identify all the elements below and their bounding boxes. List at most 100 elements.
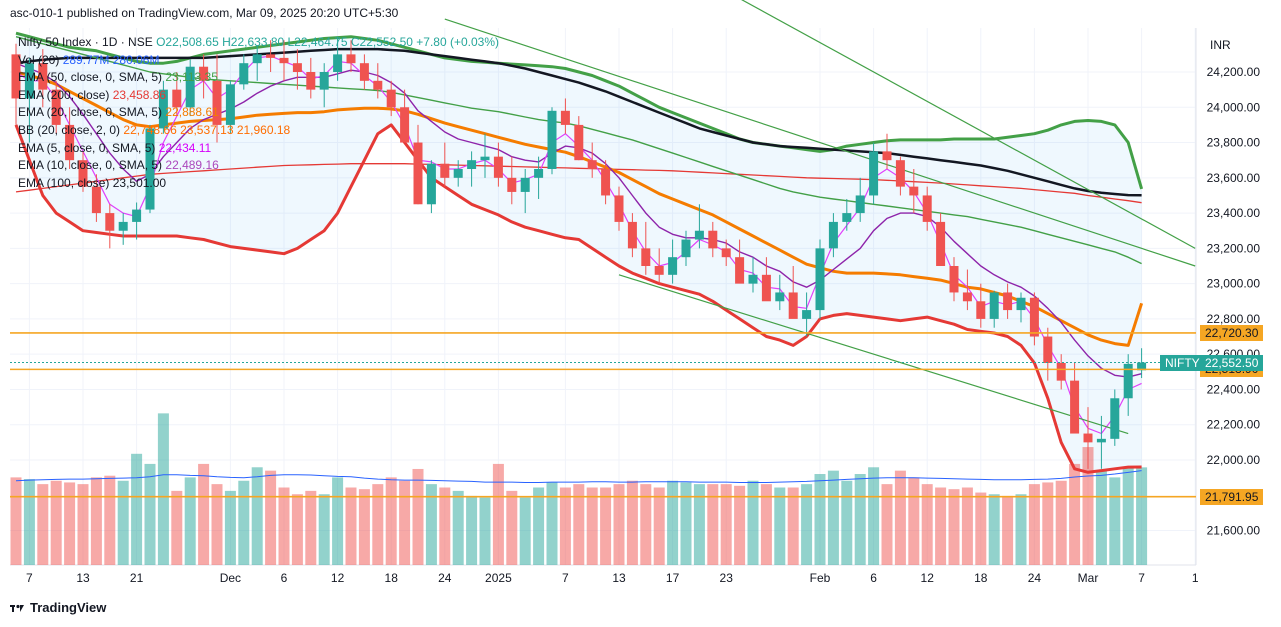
date-tick-label: 2025 — [485, 571, 512, 585]
candle-body — [212, 80, 222, 125]
indicator-label: EMA (200, close) — [18, 87, 110, 102]
volume-bar — [707, 484, 719, 565]
date-tick-label: Mar — [1078, 571, 1099, 585]
candle-body — [775, 292, 785, 302]
indicator-row-ema200[interactable]: EMA (200, close) 23,458.86 — [18, 87, 499, 105]
candle-body — [869, 151, 879, 196]
candle-body — [1096, 438, 1106, 443]
candle-body — [1029, 297, 1039, 337]
indicator-row-ema5[interactable]: EMA (5, close, 0, SMA, 5) 22,434.11 — [18, 140, 499, 158]
candle-body — [105, 213, 115, 231]
footer-brand[interactable]: TradingView — [10, 600, 106, 615]
indicator-legend: Nifty 50 Index · 1D · NSE O22,508.65 H22… — [18, 34, 499, 192]
candle-body — [815, 248, 825, 311]
candle-body — [386, 89, 396, 108]
indicator-values: 22,489.16 — [165, 158, 219, 173]
volume-bar — [131, 453, 143, 565]
candle-body — [158, 89, 168, 129]
candle-body — [225, 84, 235, 125]
volume-bar — [626, 480, 638, 565]
indicator-row-ema20[interactable]: EMA (20, close, 0, SMA, 5) 22,888.61 — [18, 104, 499, 122]
volume-bar — [291, 494, 303, 565]
candle-body — [346, 54, 356, 64]
volume-bar — [224, 490, 236, 565]
price-axis: 24,200.00 24,000.00 23,800.00 23,600.00 23,4… — [1207, 65, 1261, 538]
volume-bar — [546, 482, 558, 565]
candle-body — [1110, 398, 1120, 439]
candle-body — [359, 63, 369, 81]
indicator-row-ema10[interactable]: EMA (10, close, 0, SMA, 5) 22,489.16 — [18, 157, 499, 175]
candle-body — [373, 80, 383, 90]
indicator-values: 23,458.86 — [112, 87, 167, 102]
volume-bar — [519, 497, 531, 565]
bb-lower-line — [14, 123, 1142, 474]
volume-bar — [600, 487, 612, 565]
date-tick-label: 17 — [666, 571, 680, 585]
indicator-row-vol[interactable]: Vol (20) 289.77M 280.06M — [18, 52, 499, 70]
candle-body — [828, 221, 838, 249]
volume-bar — [238, 480, 250, 565]
candle-body — [1043, 336, 1053, 363]
volume-bar — [412, 468, 424, 565]
candle-body — [507, 177, 517, 192]
date-tick-label: 12 — [331, 571, 345, 585]
candle-body — [694, 230, 704, 240]
candle-body — [78, 160, 88, 187]
candle-body — [480, 156, 490, 161]
volume-bar — [881, 484, 893, 565]
indicator-values: 23,113.35 — [165, 70, 218, 85]
volume-bar — [1136, 467, 1148, 565]
volume-bar — [988, 494, 1000, 565]
volume-bar — [506, 490, 518, 565]
volume-bar — [117, 480, 129, 565]
candle-body — [1070, 380, 1080, 434]
indicator-label: Vol (20) — [18, 52, 60, 67]
volume-bar — [425, 484, 437, 565]
candle-body — [614, 195, 624, 222]
volume-bar — [586, 487, 598, 565]
volume-bar — [961, 487, 973, 565]
candle-body — [51, 89, 61, 125]
ohlc-values: O22,508.65 H22,633.80 L22,464.75 C22,552… — [156, 35, 499, 49]
volume-bar — [251, 467, 263, 565]
volume-bar — [814, 474, 826, 565]
indicator-row-bb[interactable]: BB (20, close, 2, 0) 22,748.66 23,537.13… — [18, 122, 499, 140]
candle-body — [601, 169, 611, 196]
volume-bar — [774, 487, 786, 565]
candle-body — [279, 57, 289, 64]
candle-body — [24, 63, 34, 99]
candle-body — [1003, 292, 1013, 311]
candle-body — [949, 266, 959, 293]
currency-label[interactable]: INR — [1210, 38, 1231, 52]
volume-bar — [372, 484, 384, 565]
volume-bar — [935, 487, 947, 565]
candle-body — [172, 89, 182, 108]
indicator-label: BB (20, close, 2, 0) — [18, 122, 121, 137]
date-tick-label: 7 — [26, 571, 33, 585]
volume-bar — [439, 487, 451, 565]
price-tick-label: 24,200.00 — [1207, 65, 1261, 79]
candle-body — [306, 72, 316, 90]
indicator-row-ema100[interactable]: EMA (100, close) 23,501.00 — [18, 175, 499, 193]
candle-body — [266, 54, 276, 58]
candle-body — [721, 248, 731, 258]
indicator-label: EMA (100, close) — [18, 175, 110, 190]
candle-body — [453, 169, 463, 178]
date-tick-label: 21 — [130, 571, 144, 585]
candle-body — [574, 124, 584, 161]
horizontal-levels — [10, 332, 1196, 498]
volume-bar — [1042, 482, 1054, 565]
indicator-values: 289.77M 280.06M — [62, 52, 160, 67]
candle-body — [735, 257, 745, 284]
candle-body — [587, 160, 597, 169]
volume-bar — [868, 467, 880, 565]
candle-body — [547, 110, 557, 169]
volume-bar — [573, 484, 585, 565]
volume-bar — [318, 494, 330, 565]
candle-body — [560, 110, 570, 125]
candle-body — [627, 221, 637, 249]
symbol-row[interactable]: Nifty 50 Index · 1D · NSE O22,508.65 H22… — [18, 34, 499, 52]
indicator-row-ema50[interactable]: EMA (50, close, 0, SMA, 5) 23,113.35 — [18, 69, 499, 87]
volume-bar — [50, 480, 62, 565]
